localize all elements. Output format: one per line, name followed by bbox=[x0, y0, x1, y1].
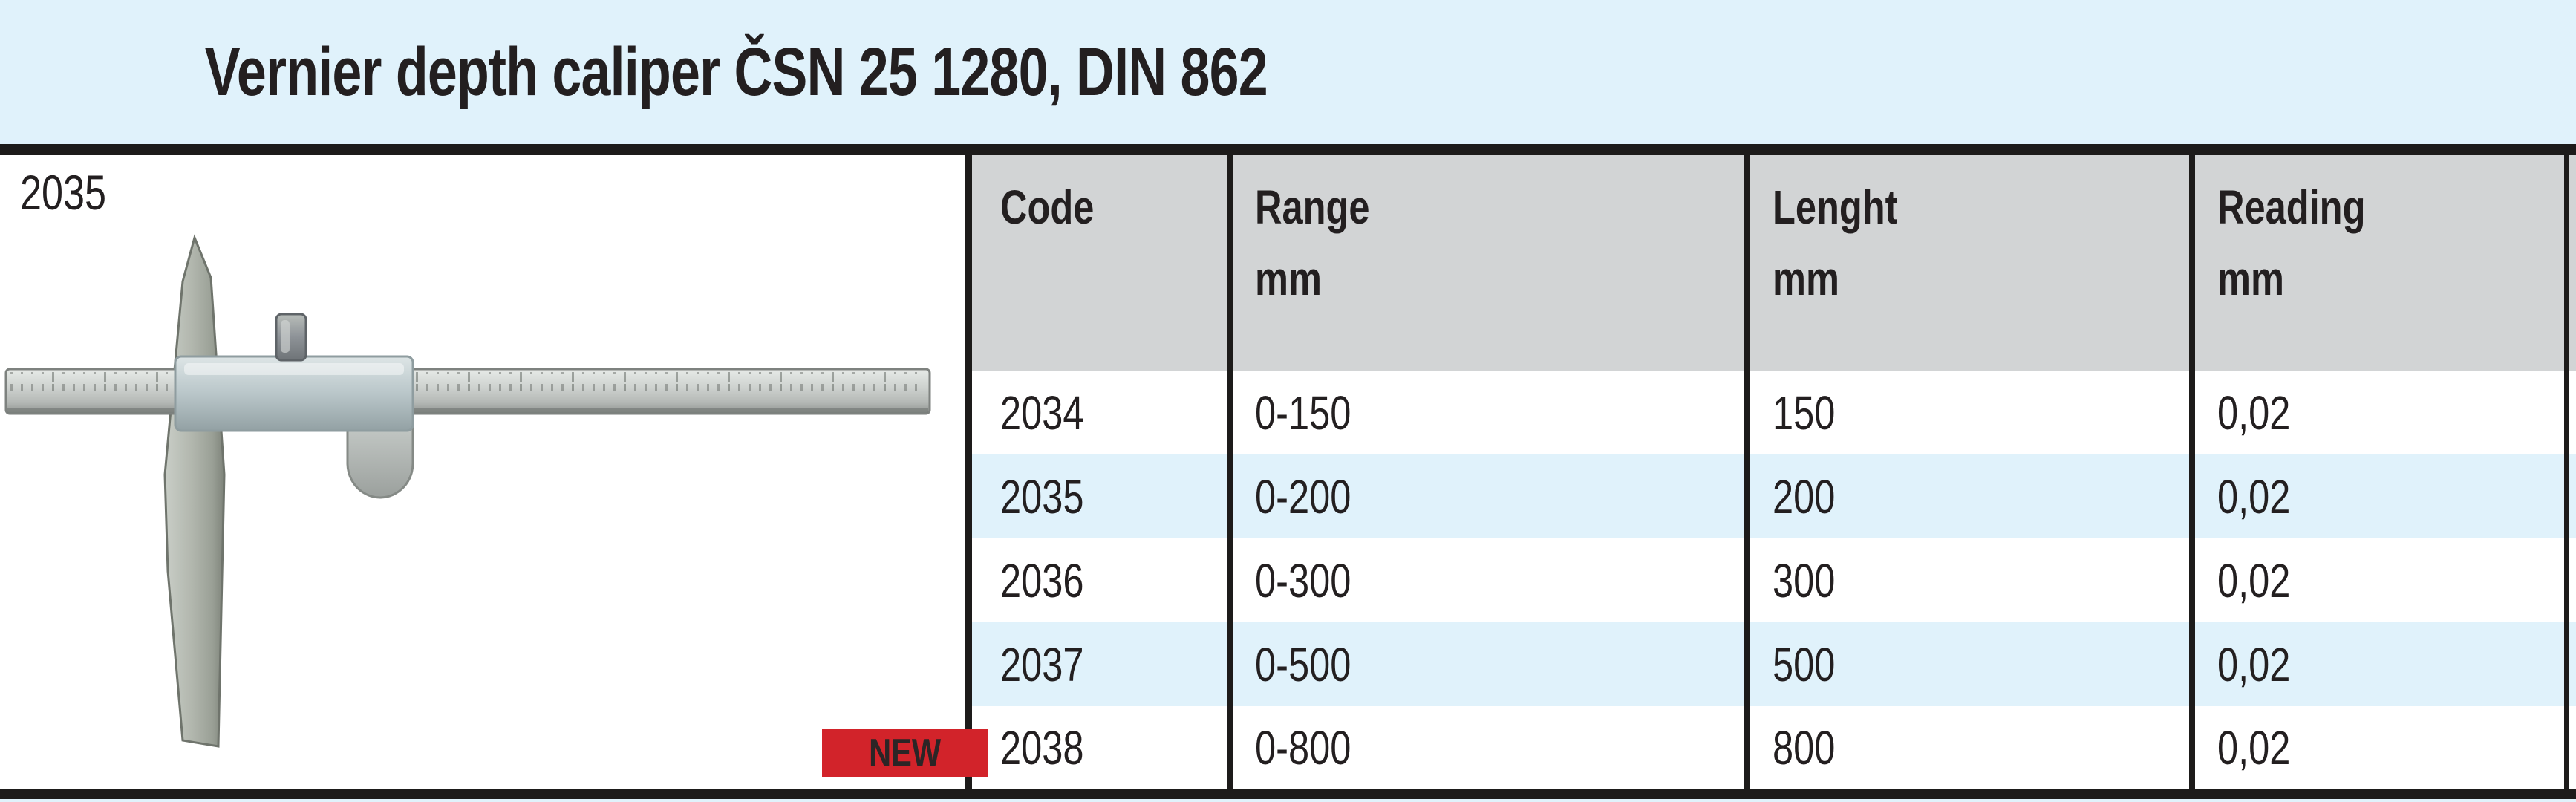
cell-code: 2038 bbox=[1000, 720, 1084, 775]
table-row: 2034 0-150 150 0,02 bbox=[972, 371, 2576, 454]
column-unit: mm bbox=[2217, 252, 2284, 305]
table-row: 2038 0-800 800 0,02 bbox=[972, 706, 2576, 789]
page-title: Vernier depth caliper ČSN 25 1280, DIN 8… bbox=[204, 33, 1268, 110]
bottom-rule bbox=[0, 789, 2576, 799]
cell-code: 2037 bbox=[1000, 637, 1084, 691]
table-row: 2037 0-500 500 0,02 bbox=[972, 622, 2576, 706]
table-header-row: Code Range mm Lenght mm Reading mm bbox=[972, 155, 2576, 371]
cell-length: 300 bbox=[1744, 538, 2189, 622]
depth-caliper-photo bbox=[4, 234, 931, 748]
cell-reading: 0,02 bbox=[2189, 371, 2576, 454]
cell-range: 0-800 bbox=[1227, 706, 1744, 789]
table-row: 2035 0-200 200 0,02 bbox=[972, 454, 2576, 538]
column-header-code: Code bbox=[972, 155, 1227, 371]
column-label: Reading bbox=[2217, 180, 2366, 234]
column-label: Lenght bbox=[1773, 180, 1898, 234]
table-right-border bbox=[2564, 155, 2569, 789]
new-badge-label: NEW bbox=[868, 731, 942, 775]
cell-length: 150 bbox=[1744, 371, 2189, 454]
table-row: 2036 0-300 300 0,02 bbox=[972, 538, 2576, 622]
cell-range: 0-200 bbox=[1227, 454, 1744, 538]
new-badge: NEW bbox=[822, 729, 988, 777]
cell-length: 800 bbox=[1744, 706, 2189, 789]
cell-reading: 0,02 bbox=[2189, 622, 2576, 706]
column-header-range: Range mm bbox=[1227, 155, 1744, 371]
column-unit: mm bbox=[1773, 252, 1839, 305]
product-panel: 2035 bbox=[0, 155, 965, 789]
cell-code: 2036 bbox=[1000, 553, 1084, 607]
cell-reading: 0,02 bbox=[2189, 706, 2576, 789]
cell-range: 0-500 bbox=[1227, 622, 1744, 706]
cell-code: 2034 bbox=[1000, 385, 1084, 440]
product-code-label: 2035 bbox=[20, 165, 106, 220]
cell-code: 2035 bbox=[1000, 469, 1084, 524]
cell-range: 0-300 bbox=[1227, 538, 1744, 622]
top-rule bbox=[0, 144, 2576, 155]
column-unit: mm bbox=[1255, 252, 1322, 305]
cell-range: 0-150 bbox=[1227, 371, 1744, 454]
column-label: Code bbox=[1000, 180, 1095, 234]
column-label: Range bbox=[1255, 180, 1370, 234]
spec-table: Code Range mm Lenght mm Reading mm 2034 … bbox=[965, 155, 2576, 789]
column-header-reading: Reading mm bbox=[2189, 155, 2576, 371]
cell-reading: 0,02 bbox=[2189, 538, 2576, 622]
cell-length: 500 bbox=[1744, 622, 2189, 706]
column-header-length: Lenght mm bbox=[1744, 155, 2189, 371]
cell-length: 200 bbox=[1744, 454, 2189, 538]
title-bar: Vernier depth caliper ČSN 25 1280, DIN 8… bbox=[0, 0, 2576, 144]
cell-reading: 0,02 bbox=[2189, 454, 2576, 538]
